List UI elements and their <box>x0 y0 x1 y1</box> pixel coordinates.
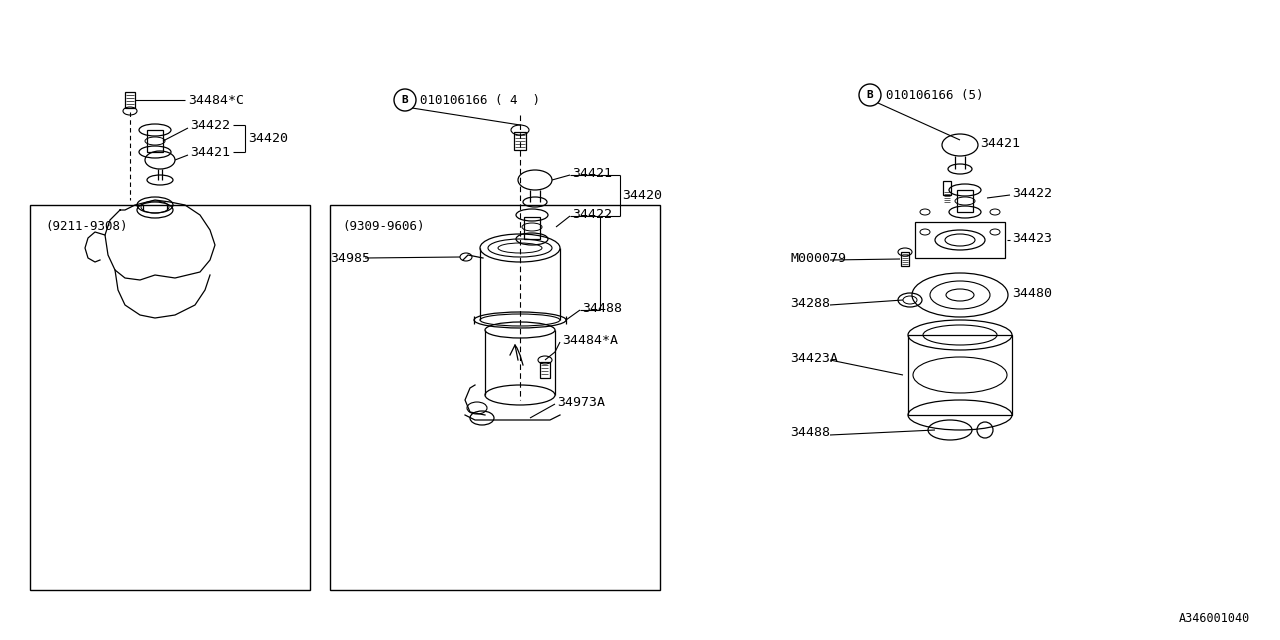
Bar <box>957 190 973 212</box>
Text: 34421: 34421 <box>980 136 1020 150</box>
Bar <box>943 181 951 195</box>
Text: 34480: 34480 <box>1012 287 1052 300</box>
Bar <box>901 252 909 266</box>
Text: (9211-9308): (9211-9308) <box>45 220 128 233</box>
Text: 34420: 34420 <box>622 189 662 202</box>
Text: 34484*C: 34484*C <box>188 93 244 106</box>
Text: 34973A: 34973A <box>557 396 605 408</box>
Text: 34421: 34421 <box>189 145 230 159</box>
Bar <box>524 217 540 239</box>
Text: 34421: 34421 <box>572 166 612 179</box>
Text: 34420: 34420 <box>248 131 288 145</box>
Text: B: B <box>402 95 408 105</box>
Text: 34488: 34488 <box>790 426 829 440</box>
Text: 34488: 34488 <box>582 301 622 314</box>
Bar <box>915 222 1005 258</box>
Text: 34288: 34288 <box>790 296 829 310</box>
Text: 010106166 ( 4  ): 010106166 ( 4 ) <box>420 93 540 106</box>
Bar <box>29 205 310 590</box>
Text: 34422: 34422 <box>1012 186 1052 200</box>
Text: 34422: 34422 <box>572 207 612 221</box>
Bar <box>125 92 134 108</box>
Text: (9309-9606): (9309-9606) <box>342 220 425 233</box>
Text: M000079: M000079 <box>790 252 846 264</box>
Bar <box>515 132 526 150</box>
Bar <box>540 362 550 378</box>
Text: 34484*A: 34484*A <box>562 333 618 346</box>
Text: A346001040: A346001040 <box>1179 612 1251 625</box>
Text: 34423: 34423 <box>1012 232 1052 244</box>
Bar <box>908 335 1012 415</box>
Bar <box>330 205 660 590</box>
Text: 010106166 (5): 010106166 (5) <box>886 88 983 102</box>
Text: 34423A: 34423A <box>790 351 838 365</box>
Text: 34422: 34422 <box>189 118 230 131</box>
Bar <box>147 130 163 152</box>
Text: B: B <box>867 90 873 100</box>
Text: 34985: 34985 <box>330 252 370 264</box>
